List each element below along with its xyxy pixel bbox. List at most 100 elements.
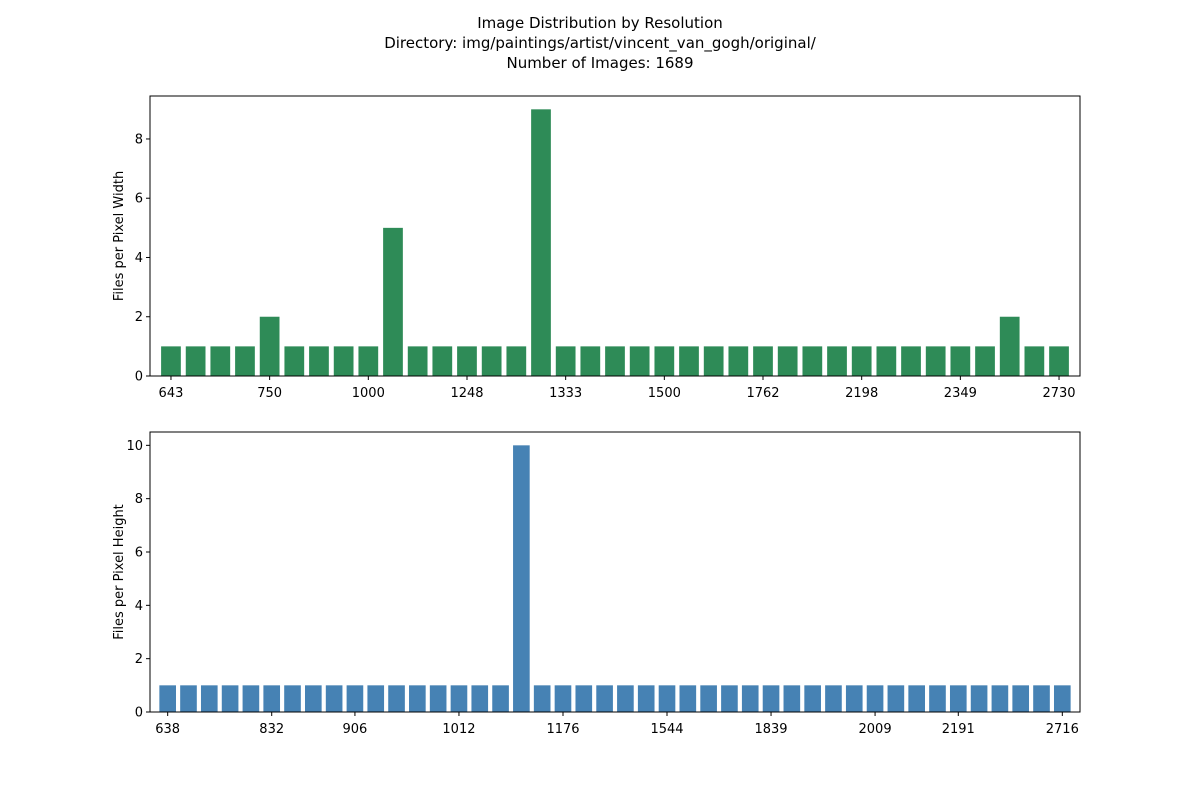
bar [450, 685, 468, 712]
bar [161, 346, 181, 376]
bar [679, 346, 699, 376]
bar [654, 346, 675, 376]
bar [242, 685, 260, 712]
bar [1012, 685, 1030, 712]
bar [235, 346, 255, 376]
x-tick-label: 2009 [859, 722, 892, 737]
x-tick-label: 1248 [450, 386, 483, 401]
bar [866, 685, 884, 712]
x-tick-label: 2730 [1042, 386, 1075, 401]
y-tick-label: 2 [135, 652, 143, 667]
x-tick-label: 1000 [352, 386, 385, 401]
y-tick-label: 2 [135, 310, 143, 325]
bar [721, 685, 738, 712]
y-tick-label: 0 [135, 706, 143, 721]
bar [513, 445, 530, 712]
y-tick-label: 8 [135, 132, 143, 147]
bar [432, 346, 453, 376]
bar [753, 346, 773, 376]
bar [555, 346, 576, 376]
bar [887, 685, 905, 712]
bar [929, 685, 946, 712]
axes-frame [149, 431, 1081, 713]
x-tick-label: 2349 [944, 386, 977, 401]
bar [259, 316, 280, 376]
bar [185, 346, 206, 376]
bar [333, 346, 354, 376]
bar [1049, 346, 1069, 376]
bar [506, 346, 527, 376]
subplot-1: 0 2 4 6 8 643 750 1000 1248 1333 1500 1762 2198 2349 2… [112, 95, 1081, 401]
bar [851, 346, 872, 376]
subplot-2: 0 2 4 6 8 10 638 832 906 1012 1176 1544 1839 2009 2191… [112, 431, 1081, 737]
bar [901, 346, 921, 376]
bar [949, 685, 967, 712]
x-tick-label: 1839 [754, 722, 787, 737]
bar [481, 346, 502, 376]
x-tick-label: 906 [343, 722, 368, 737]
bar [358, 346, 379, 376]
bar [605, 346, 625, 376]
bar [367, 685, 385, 712]
bar [783, 685, 801, 712]
title-line-1: Image Distribution by Resolution [477, 14, 723, 32]
bar [950, 346, 971, 376]
bar [728, 346, 749, 376]
x-tick-label: 643 [159, 386, 184, 401]
bar [617, 685, 634, 712]
y-tick-label: 8 [135, 492, 143, 507]
bar [533, 685, 551, 712]
bar [703, 346, 724, 376]
y-tick-label: 4 [135, 251, 143, 266]
bar [991, 685, 1009, 712]
x-tick-label: 832 [259, 722, 284, 737]
bar [531, 109, 551, 376]
bar [210, 346, 231, 376]
bar [388, 685, 405, 712]
x-tick-label: 2191 [942, 722, 975, 737]
axes-frame [149, 95, 1081, 377]
bar [700, 685, 717, 712]
bar [629, 346, 650, 376]
bar [827, 346, 847, 376]
bar [970, 685, 988, 712]
bar [777, 346, 798, 376]
bar [554, 685, 572, 712]
bar [346, 685, 364, 712]
bar [658, 685, 676, 712]
y-tick-label: 0 [135, 370, 143, 385]
x-tick-label: 1333 [549, 386, 582, 401]
x-tick-label: 750 [257, 386, 282, 401]
bar [908, 685, 925, 712]
bar [457, 346, 477, 376]
x-tick-label: 638 [155, 722, 180, 737]
bar [383, 227, 403, 376]
title-line-2: Directory: img/paintings/artist/vincent_… [384, 34, 816, 52]
bar [596, 685, 613, 712]
bar [159, 685, 176, 712]
bar [876, 346, 897, 376]
bar [471, 685, 489, 712]
bar [180, 685, 197, 712]
figure-title: Image Distribution by Resolution Directo… [0, 13, 1200, 73]
bar [575, 685, 593, 712]
bar [200, 685, 218, 712]
bar [263, 685, 281, 712]
x-tick-label: 2716 [1046, 722, 1079, 737]
x-tick-label: 1012 [442, 722, 475, 737]
bar [637, 685, 655, 712]
bar [1053, 685, 1071, 712]
bar [284, 346, 305, 376]
bar [1024, 346, 1045, 376]
bar [925, 346, 946, 376]
bar [492, 685, 509, 712]
bar [221, 685, 239, 712]
x-tick-label: 1176 [546, 722, 579, 737]
bar [802, 346, 823, 376]
x-tick-label: 2198 [845, 386, 878, 401]
y-tick-label: 6 [135, 192, 143, 207]
bar [741, 685, 759, 712]
bar [409, 685, 426, 712]
y-tick-label: 10 [126, 439, 143, 454]
